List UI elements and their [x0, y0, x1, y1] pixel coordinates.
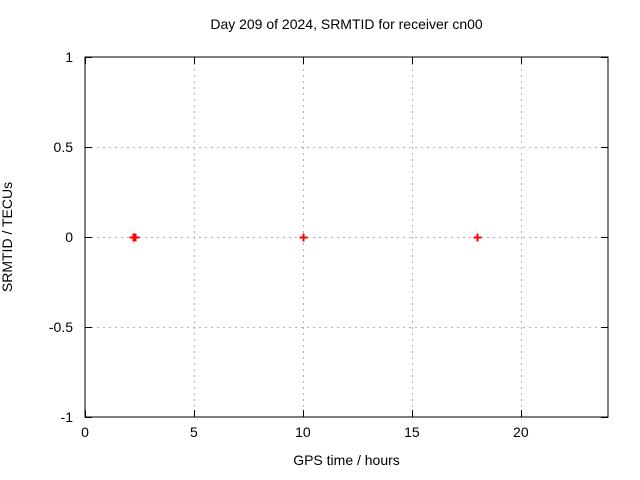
- x-tick-label: 5: [190, 424, 198, 440]
- x-tick-label: 15: [404, 424, 420, 440]
- y-tick-label: 0.5: [54, 139, 74, 155]
- y-tick-label: -1: [61, 409, 74, 425]
- y-tick-label: 1: [65, 49, 73, 65]
- y-tick-label: 0: [65, 229, 73, 245]
- chart-title: Day 209 of 2024, SRMTID for receiver cn0…: [210, 16, 483, 32]
- y-axis-label: SRMTID / TECUs: [0, 181, 15, 293]
- x-tick-label: 0: [81, 424, 89, 440]
- y-tick-label: -0.5: [49, 319, 73, 335]
- x-axis-label: GPS time / hours: [293, 452, 400, 468]
- x-tick-label: 10: [295, 424, 311, 440]
- x-tick-label: 20: [513, 424, 529, 440]
